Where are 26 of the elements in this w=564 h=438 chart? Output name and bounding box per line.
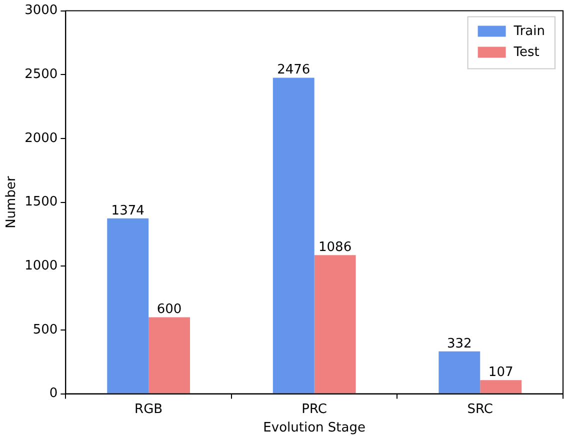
data-label: 107 bbox=[488, 365, 514, 380]
bar bbox=[272, 78, 314, 394]
x-axis-title: Evolution Stage bbox=[263, 420, 366, 436]
bar bbox=[314, 255, 356, 394]
data-label: 332 bbox=[446, 336, 472, 352]
data-label: 600 bbox=[156, 302, 182, 318]
bar bbox=[148, 317, 190, 394]
y-axis-title: Number bbox=[4, 176, 20, 228]
y-tick-label: 1000 bbox=[24, 258, 58, 274]
y-tick-label: 2000 bbox=[24, 130, 58, 146]
y-tick-label: 3000 bbox=[24, 3, 58, 18]
bar bbox=[438, 351, 480, 394]
y-tick-label: 2500 bbox=[24, 67, 58, 82]
x-tick-label: RGB bbox=[134, 402, 163, 417]
y-tick-label: 1500 bbox=[24, 194, 58, 210]
legend-label: Train bbox=[512, 24, 546, 40]
x-tick-label: PRC bbox=[302, 402, 327, 417]
data-label: 1086 bbox=[318, 240, 352, 256]
x-tick-label: SRC bbox=[467, 402, 493, 417]
y-tick-label: 0 bbox=[49, 386, 58, 402]
bar bbox=[107, 218, 149, 394]
y-tick-label: 500 bbox=[32, 322, 58, 338]
data-label: 2476 bbox=[277, 62, 310, 78]
legend-label: Test bbox=[512, 45, 540, 60]
data-label: 1374 bbox=[111, 203, 144, 218]
bar bbox=[480, 380, 522, 394]
